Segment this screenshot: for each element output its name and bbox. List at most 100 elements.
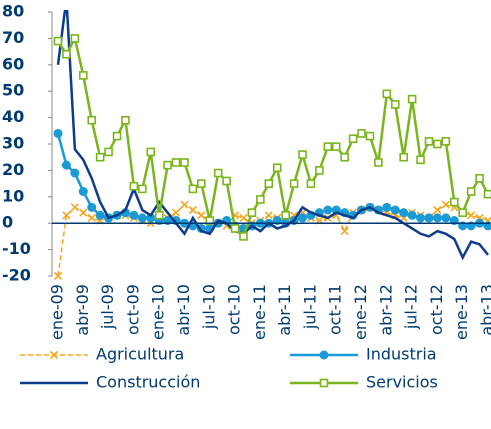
legend-marker xyxy=(320,351,329,360)
x-tick-label: abr-13 xyxy=(478,284,491,336)
x-tick-label: oct-09 xyxy=(123,284,142,335)
x-tick-label: jul-12 xyxy=(402,284,421,330)
data-point xyxy=(299,151,306,158)
data-point xyxy=(223,177,230,184)
data-point xyxy=(323,206,332,215)
data-point xyxy=(62,161,71,170)
data-point xyxy=(189,207,196,214)
y-tick-label: 80 xyxy=(2,2,24,21)
data-point xyxy=(88,117,95,124)
x-tick-label: abr-09 xyxy=(73,284,92,336)
data-point xyxy=(71,35,78,42)
data-point xyxy=(282,212,289,219)
data-point xyxy=(105,148,112,155)
data-point xyxy=(485,191,491,198)
data-point xyxy=(451,199,458,206)
y-tick-label: -20 xyxy=(2,266,31,285)
data-point xyxy=(307,180,314,187)
data-point xyxy=(240,233,247,240)
data-point xyxy=(333,143,340,150)
x-tick-label: ene-10 xyxy=(149,284,168,340)
legend-marker xyxy=(321,380,328,387)
data-point xyxy=(433,213,442,222)
data-point xyxy=(232,225,239,232)
data-point xyxy=(416,213,425,222)
data-point xyxy=(70,169,79,178)
x-tick-label: ene-09 xyxy=(48,284,67,340)
x-tick-label: oct-11 xyxy=(326,284,345,335)
legend-label: Servicios xyxy=(366,373,438,392)
data-point xyxy=(382,203,391,212)
data-point xyxy=(122,117,129,124)
data-point xyxy=(468,188,475,195)
data-point xyxy=(54,129,63,138)
data-point xyxy=(375,159,382,166)
data-point xyxy=(399,208,408,217)
x-tick-label: abr-10 xyxy=(174,284,193,336)
data-point xyxy=(138,213,147,222)
data-point xyxy=(441,213,450,222)
data-point xyxy=(130,183,137,190)
data-point xyxy=(434,207,441,214)
x-tick-label: oct-12 xyxy=(427,284,446,335)
data-point xyxy=(358,130,365,137)
data-point xyxy=(198,180,205,187)
data-point xyxy=(71,204,78,211)
data-point xyxy=(79,187,88,196)
data-point xyxy=(257,196,264,203)
y-tick-label: 40 xyxy=(2,107,24,126)
data-point xyxy=(80,72,87,79)
data-point xyxy=(400,154,407,161)
data-point xyxy=(80,209,87,216)
data-point xyxy=(173,159,180,166)
data-point xyxy=(316,167,323,174)
data-point xyxy=(383,90,390,97)
x-tick-label: jul-11 xyxy=(300,284,319,330)
data-point xyxy=(366,133,373,140)
series-line xyxy=(58,38,488,236)
y-tick-label: 50 xyxy=(2,81,24,100)
x-tick-label: jul-09 xyxy=(98,284,117,330)
data-point xyxy=(434,141,441,148)
legend-label: Industria xyxy=(366,345,437,364)
y-tick-label: 60 xyxy=(2,54,24,73)
y-tick-label: -10 xyxy=(2,239,31,258)
data-point xyxy=(265,180,272,187)
y-tick-label: 10 xyxy=(2,186,24,205)
data-point xyxy=(298,213,307,222)
data-point xyxy=(87,203,96,212)
y-tick-label: 0 xyxy=(2,213,13,232)
plot-area xyxy=(54,0,491,280)
data-point xyxy=(164,162,171,169)
data-point xyxy=(129,211,138,220)
data-point xyxy=(341,154,348,161)
data-point xyxy=(291,180,298,187)
data-point xyxy=(55,38,62,45)
data-point xyxy=(274,164,281,171)
data-point xyxy=(248,209,255,216)
data-point xyxy=(147,148,154,155)
legend-label: Agricultura xyxy=(96,345,184,364)
data-point xyxy=(476,175,483,182)
x-tick-label: ene-13 xyxy=(452,284,471,340)
data-point xyxy=(391,206,400,215)
legend-label: Construcción xyxy=(96,373,200,392)
data-point xyxy=(409,96,416,103)
data-point xyxy=(324,143,331,150)
y-tick-label: 30 xyxy=(2,134,24,153)
x-tick-label: jul-10 xyxy=(199,284,218,330)
data-point xyxy=(173,209,180,216)
data-point xyxy=(459,209,466,216)
data-point xyxy=(114,133,121,140)
x-tick-label: ene-11 xyxy=(250,284,269,340)
data-point xyxy=(181,201,188,208)
data-point xyxy=(156,212,163,219)
data-point xyxy=(442,138,449,145)
y-tick-label: 20 xyxy=(2,160,24,179)
data-point xyxy=(425,138,432,145)
data-point xyxy=(417,156,424,163)
data-point xyxy=(63,51,70,58)
data-point xyxy=(392,101,399,108)
data-point xyxy=(341,228,348,235)
